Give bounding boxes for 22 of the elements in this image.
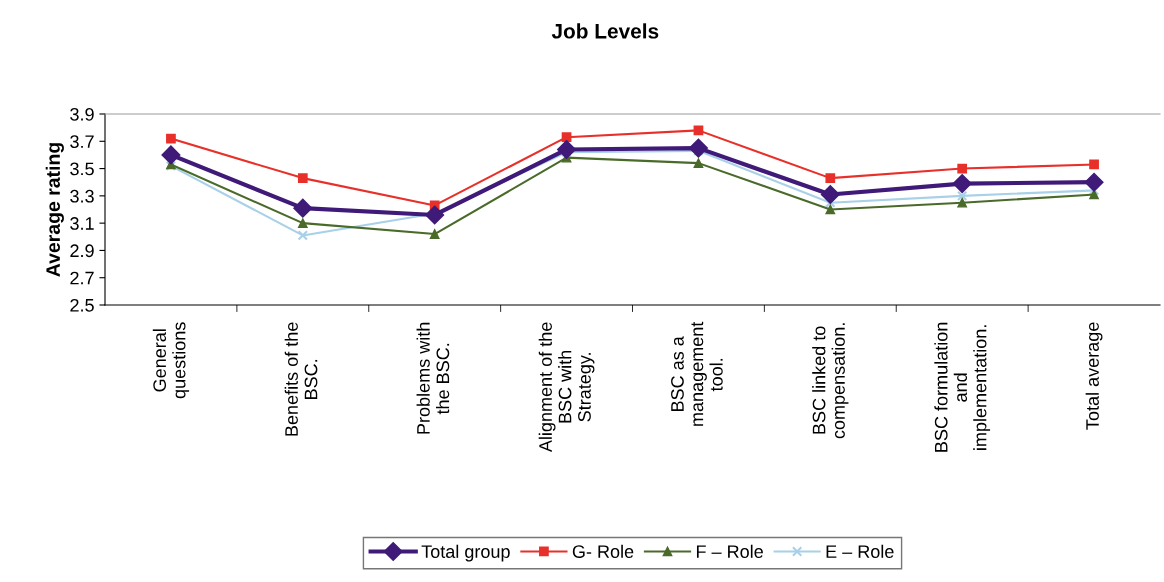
y-tick-label: 2.9 [70,244,94,258]
y-tick-label: 3.1 [70,217,94,230]
x-tick-label: Alignment of the BSC with Strategy. [538,322,595,453]
y-tick-label: 3.9 [70,107,94,121]
legend-label: E – Role [826,544,894,558]
x-tick-label: BSC linked to compensation. [812,323,849,439]
legend-label: F – Role [696,544,763,558]
x-tick-label: Total average [1085,322,1103,430]
x-tick-label: Problems with the BSC. [416,322,450,434]
y-tick-label: 2.5 [70,298,94,312]
y-tick-label: 2.7 [70,271,94,285]
x-tick-label: BSC as a management tool. [671,321,723,426]
y-axis-title: Average rating [45,143,64,277]
y-tick-label: 3.3 [70,189,94,203]
x-tick-label: General questions [152,322,190,399]
legend-label: G- Role [572,544,634,558]
y-tick-label: 3.5 [70,162,94,176]
x-tick-label: BSC formulation and implementation. [934,322,991,452]
chart-title: Job Levels [551,23,659,39]
y-tick-label: 3.7 [70,135,94,149]
legend-label: Total group [421,544,510,562]
x-tick-label: Benefits of the BSC. [284,322,318,436]
